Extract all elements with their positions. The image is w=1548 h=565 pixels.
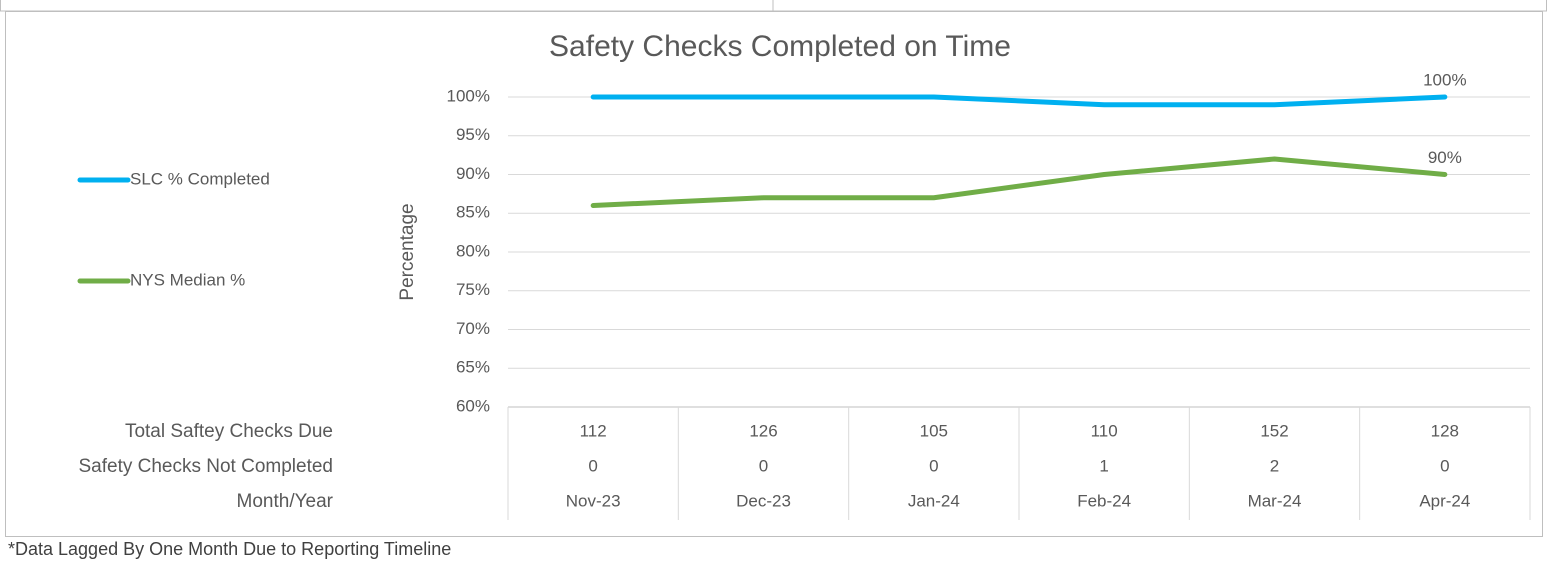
table-row-label: Safety Checks Not Completed: [78, 456, 333, 477]
table-cell: 0: [759, 456, 768, 475]
legend-label: NYS Median %: [130, 270, 245, 289]
table-cell: 2: [1270, 456, 1279, 475]
y-tick-label: 60%: [456, 396, 490, 415]
table-cell: 0: [588, 456, 597, 475]
table-row-label: Month/Year: [237, 491, 334, 512]
table-cell: 128: [1431, 421, 1459, 440]
y-tick-label: 75%: [456, 280, 490, 299]
x-tick-label: Feb-24: [1077, 491, 1131, 510]
y-axis-title: Percentage: [397, 203, 418, 300]
footnote: *Data Lagged By One Month Due to Reporti…: [8, 539, 451, 559]
table-cell: 0: [1440, 456, 1449, 475]
x-tick-label: Apr-24: [1419, 491, 1470, 510]
y-tick-label: 100%: [447, 86, 490, 105]
table-row-label: Total Saftey Checks Due: [125, 421, 333, 442]
x-tick-label: Dec-23: [736, 491, 791, 510]
y-tick-label: 70%: [456, 319, 490, 338]
y-tick-label: 65%: [456, 358, 490, 377]
series-line: [590, 156, 1448, 208]
y-tick-label: 90%: [456, 164, 490, 183]
series-line: [590, 94, 1448, 108]
legend-label: SLC % Completed: [130, 169, 270, 188]
x-tick-label: Nov-23: [566, 491, 621, 510]
data-label: 90%: [1428, 148, 1462, 167]
table-cell: 126: [749, 421, 777, 440]
x-tick-label: Jan-24: [908, 491, 960, 510]
table-cell: 0: [929, 456, 938, 475]
table-cell: 152: [1260, 421, 1288, 440]
table-cell: 1: [1099, 456, 1108, 475]
table-cell: 110: [1091, 421, 1118, 440]
data-label: 100%: [1423, 70, 1466, 89]
x-tick-label: Mar-24: [1248, 491, 1302, 510]
y-tick-label: 80%: [456, 241, 490, 260]
y-tick-label: 85%: [456, 203, 490, 222]
table-cell: 105: [920, 421, 948, 440]
y-tick-label: 95%: [456, 125, 490, 144]
chart-title: Safety Checks Completed on Time: [549, 30, 1011, 63]
table-cell: 112: [580, 421, 607, 440]
